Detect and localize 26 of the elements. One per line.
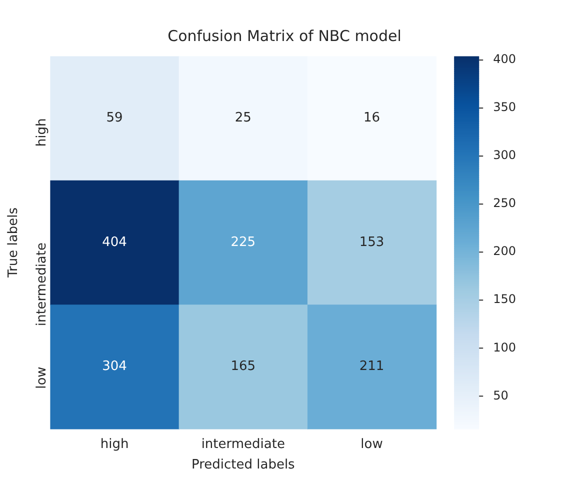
data-label: 165 bbox=[230, 359, 256, 374]
chart-title: Confusion Matrix of NBC model bbox=[168, 27, 402, 46]
color-bar-label: 300 bbox=[493, 148, 516, 162]
y-tick-label: high bbox=[34, 118, 50, 147]
color-bar-label: 250 bbox=[493, 196, 516, 210]
color-bar-label: 200 bbox=[493, 244, 516, 258]
color-bar-label: 150 bbox=[493, 292, 516, 306]
x-axis-title: Predicted labels bbox=[191, 458, 296, 473]
color-bar-label: 400 bbox=[493, 52, 516, 66]
y-axis-title: True labels bbox=[6, 207, 22, 278]
x-tick-label: intermediate bbox=[201, 436, 285, 452]
data-label: 404 bbox=[102, 234, 127, 250]
color-bar-label: 350 bbox=[493, 100, 516, 114]
data-label: 304 bbox=[102, 359, 127, 374]
data-label: 211 bbox=[359, 359, 384, 374]
data-label: 59 bbox=[106, 110, 123, 126]
y-tick-label: intermediate bbox=[34, 242, 50, 326]
data-label: 16 bbox=[364, 110, 380, 126]
data-label: 225 bbox=[230, 234, 256, 250]
y-tick-label: low bbox=[34, 366, 50, 389]
data-label: 153 bbox=[359, 234, 384, 250]
x-tick-label: high bbox=[100, 436, 129, 452]
color-bar-label: 50 bbox=[493, 388, 508, 402]
color-bar-label: 100 bbox=[493, 340, 516, 354]
data-label: 25 bbox=[234, 110, 252, 126]
x-tick-label: low bbox=[360, 436, 384, 452]
